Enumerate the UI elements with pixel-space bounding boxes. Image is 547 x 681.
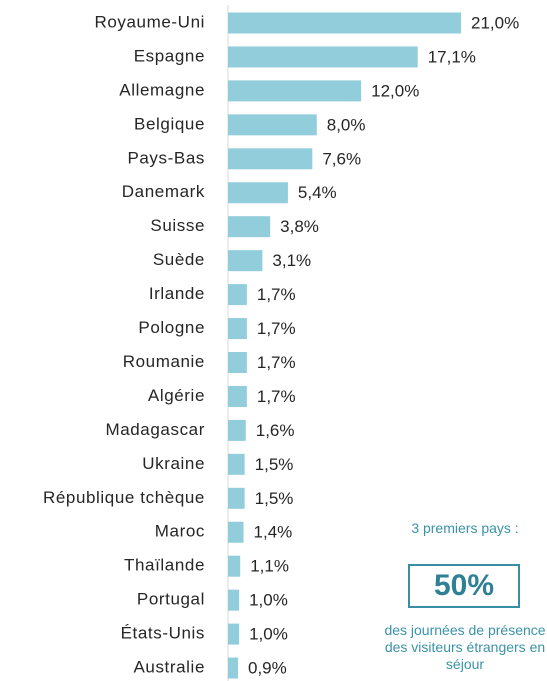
bar <box>228 216 271 238</box>
data-label: 1,5% <box>255 455 294 474</box>
bar <box>228 114 317 136</box>
data-label: 12,0% <box>371 81 419 100</box>
data-label: 1,7% <box>257 285 296 304</box>
bar <box>228 555 241 577</box>
bar <box>228 250 263 272</box>
data-label: 1,0% <box>249 591 288 610</box>
bar <box>228 352 247 373</box>
category-label: Danemark <box>122 182 205 201</box>
category-label: Royaume-Uni <box>94 12 205 31</box>
data-label: 1,7% <box>257 319 296 338</box>
data-label: 1,7% <box>257 353 296 372</box>
data-label: 1,0% <box>249 625 288 644</box>
category-label: République tchèque <box>43 488 205 507</box>
category-label: Madagascar <box>105 420 205 439</box>
category-label: Suède <box>153 250 205 269</box>
data-label: 1,7% <box>257 387 296 406</box>
bar <box>228 148 313 170</box>
bar <box>228 589 240 611</box>
data-label: 7,6% <box>322 149 361 168</box>
bar <box>228 657 238 679</box>
category-label: Portugal <box>137 590 205 609</box>
bar <box>228 182 288 204</box>
category-label: Espagne <box>134 46 205 65</box>
bar <box>228 80 362 102</box>
data-label: 3,1% <box>272 251 311 270</box>
category-label: Roumanie <box>123 352 205 371</box>
bar <box>228 521 244 543</box>
category-label: Suisse <box>150 216 205 235</box>
bar <box>228 453 245 475</box>
highlight-box: 50% <box>408 564 520 608</box>
bar <box>228 487 245 509</box>
category-label: Allemagne <box>119 80 205 99</box>
category-label: Irlande <box>149 284 205 303</box>
annotation: 3 premiers pays : <box>411 520 519 536</box>
category-label: Pays-Bas <box>127 148 205 167</box>
category-label: Belgique <box>134 114 205 133</box>
bar <box>228 419 246 441</box>
data-label: 1,4% <box>254 523 293 542</box>
bar <box>228 46 418 68</box>
category-label: Thaïlande <box>124 556 205 575</box>
data-label: 17,1% <box>428 47 476 66</box>
data-label: 21,0% <box>471 13 519 32</box>
category-label: Ukraine <box>142 454 205 473</box>
annotation: des journées de présence des visiteurs é… <box>384 622 546 672</box>
data-label: 0,9% <box>248 659 287 678</box>
data-label: 5,4% <box>298 183 337 202</box>
data-label: 1,5% <box>255 489 294 508</box>
bar <box>228 623 240 645</box>
bar <box>228 12 461 34</box>
bar <box>228 318 247 340</box>
bar <box>228 385 247 407</box>
category-label: Pologne <box>138 318 205 337</box>
data-label: 8,0% <box>327 115 366 134</box>
category-label: Maroc <box>155 522 205 541</box>
data-label: 1,6% <box>256 421 295 440</box>
category-label: États-Unis <box>121 624 205 643</box>
category-label: Australie <box>133 658 205 677</box>
category-label: Algérie <box>148 386 205 405</box>
data-label: 3,8% <box>280 217 319 236</box>
data-label: 1,1% <box>250 557 289 576</box>
bar <box>228 284 247 306</box>
